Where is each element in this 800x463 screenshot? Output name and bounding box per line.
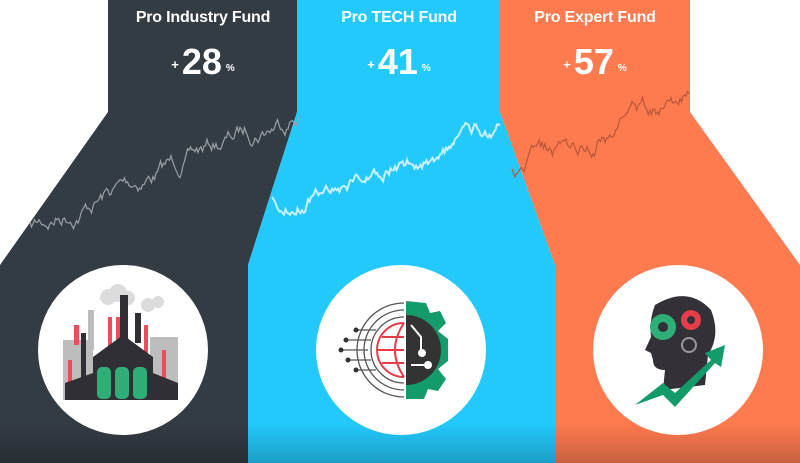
return-sign: +: [563, 57, 571, 72]
return-unit: %: [421, 63, 431, 74]
industry-trend-line: [29, 116, 301, 231]
expert-trend-line: [511, 89, 690, 179]
return-sign: +: [171, 57, 179, 72]
return-unit: %: [225, 63, 235, 74]
tech-icon-circle: [316, 265, 486, 435]
fund-title: Pro Industry Fund: [135, 9, 271, 26]
return-sign: +: [367, 57, 375, 72]
return-value: 28: [181, 41, 222, 82]
fund-return: + 57 %: [500, 44, 690, 80]
fund-return: + 28 %: [108, 44, 298, 80]
fund-return: + 41 %: [304, 44, 494, 80]
expert-icon-circle: [593, 265, 763, 435]
return-value: 41: [377, 41, 418, 82]
head-gears-growth-icon: [635, 296, 725, 407]
tech-trend-line: [271, 121, 501, 217]
return-unit: %: [617, 63, 627, 74]
return-value: 57: [573, 41, 614, 82]
tech-globe-gear-icon: [338, 301, 448, 399]
factory-icon: [63, 284, 178, 400]
fund-title: Pro Expert Fund: [534, 9, 656, 26]
industry-icon-circle: [38, 265, 208, 435]
fund-title: Pro TECH Fund: [341, 9, 457, 26]
